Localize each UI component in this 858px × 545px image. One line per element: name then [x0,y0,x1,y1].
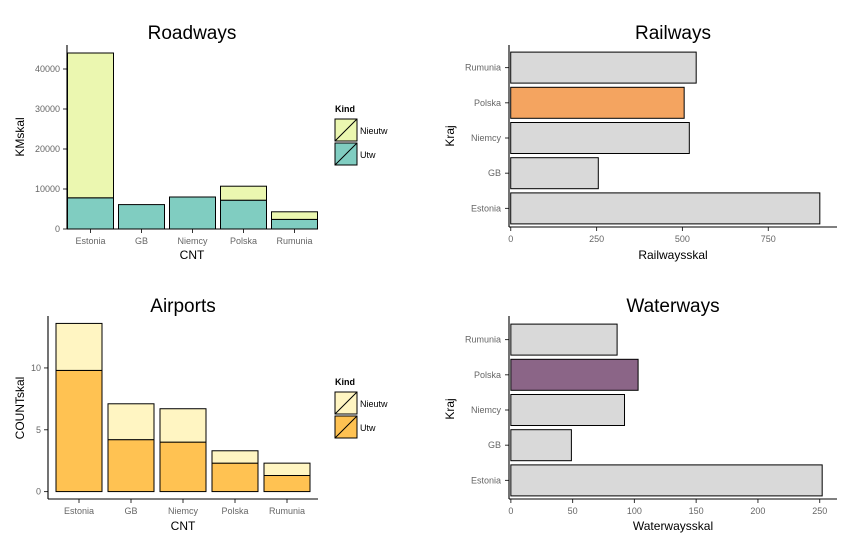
railways-x-tick-label: 250 [589,234,604,244]
airports-bar-rumunia-nieutw [263,462,311,477]
airports-bar-gb-nieutw [107,403,155,441]
airports-bar-rumunia-utw [263,475,311,493]
airports-legend-label: Nieutw [360,399,388,409]
airports-y-axis-label: COUNTskal [13,377,27,440]
airports-legend-key-slash [334,415,358,439]
roadways-x-axis-label: CNT [180,248,205,262]
railways-y-tick-label: Polska [474,98,501,108]
roadways-y-axis-label: KMskal [13,117,27,156]
waterways-x-tick-label: 100 [627,506,642,516]
railways-y-axis-label: Kraj [443,125,457,146]
waterways-y-tick-label: Rumunia [465,335,501,345]
roadways-x-tick-label: Polska [230,236,257,246]
waterways-x-tick-label: 50 [568,506,578,516]
railways-x-tick-label: 750 [761,234,776,244]
railways-bar-estonia [510,192,821,225]
waterways-bar-polska [510,358,639,391]
airports-x-tick-label: GB [124,506,137,516]
waterways-bar-niemcy [510,394,626,426]
airports-y-tick-label: 5 [36,425,41,435]
airports-bar-polska-nieutw [211,450,259,464]
airports-bar-estonia-nieutw [55,322,103,371]
railways-x-tick-label: 500 [675,234,690,244]
railways-x-tick-label: 0 [508,234,513,244]
airports-legend-label: Utw [360,423,376,433]
airports-x-tick-label: Polska [221,506,248,516]
railways-bar-niemcy [510,122,690,154]
roadways-y-tick-label: 40000 [35,64,60,74]
roadways-legend-key-slash [334,142,358,166]
roadways-title: Roadways [148,23,237,44]
roadways-legend-label: Utw [360,150,376,160]
waterways-bar-rumunia [510,323,618,356]
roadways-legend-label: Nieutw [360,126,388,136]
railways-bar-rumunia [510,51,697,84]
airports-y-tick-label: 0 [36,487,41,497]
roadways-bar-polska-nieutw [220,185,267,201]
airports-bar-estonia-utw [55,369,103,493]
roadways-panel: Roadways CNT KMskal Estonia GB Niemcy Polska Ru… [13,23,388,262]
railways-y-tick-label: Estonia [471,203,501,213]
roadways-x-tick-label: GB [135,236,148,246]
roadways-legend: Kind Nieutw Utw [334,104,388,166]
waterways-bar-estonia [510,464,823,497]
roadways-bar-rumunia-nieutw [271,211,318,220]
waterways-x-tick-label: 150 [689,506,704,516]
waterways-bar-gb [510,429,572,462]
roadways-y-tick-label: 30000 [35,104,60,114]
airports-x-tick-label: Estonia [64,506,94,516]
waterways-x-tick-label: 200 [750,506,765,516]
airports-bar-niemcy-utw [159,441,207,493]
railways-x-axis-label: Railwaysskal [638,248,707,262]
airports-x-axis-label: CNT [171,519,196,533]
waterways-title: Waterways [626,296,719,317]
railways-panel: Railways Railwaysskal Kraj Estonia GB Niemcy P… [443,23,837,262]
airports-panel: Airports CNT COUNTskal Estonia GB Niemcy Polsk… [13,296,388,533]
airports-y-tick-label: 10 [31,363,41,373]
airports-bar-polska-utw [211,462,259,493]
waterways-y-axis-label: Kraj [443,398,457,419]
airports-legend-title: Kind [335,377,355,387]
roadways-bar-rumunia-utw [271,218,318,230]
waterways-x-tick-label: 250 [812,506,827,516]
railways-y-tick-label: Rumunia [465,63,501,73]
airports-x-tick-label: Rumunia [269,506,305,516]
waterways-y-tick-label: Estonia [471,475,501,485]
roadways-bar-polska-utw [220,199,267,230]
waterways-x-tick-label: 0 [508,506,513,516]
roadways-y-tick-label: 10000 [35,184,60,194]
railways-y-tick-label: GB [488,168,501,178]
roadways-bar-estonia-nieutw [67,52,114,199]
roadways-bar-gb-utw [118,204,165,230]
airports-x-tick-label: Niemcy [168,506,199,516]
waterways-y-tick-label: GB [488,440,501,450]
railways-y-tick-label: Niemcy [471,133,502,143]
airports-bar-gb-utw [107,439,155,493]
roadways-x-tick-label: Estonia [75,236,105,246]
airports-legend: Kind Nieutw Utw [334,377,388,439]
waterways-panel: Waterways Waterwaysskal Kraj Estonia GB Niemc… [443,296,837,533]
roadways-x-tick-label: Niemcy [177,236,208,246]
roadways-legend-key-slash [334,118,358,142]
roadways-bar-niemcy-utw [169,196,216,230]
roadways-legend-title: Kind [335,104,355,114]
roadways-bar-estonia-utw [67,197,114,230]
roadways-x-tick-label: Rumunia [276,236,312,246]
waterways-y-tick-label: Polska [474,370,501,380]
railways-bar-polska [510,86,685,119]
airports-bar-niemcy-nieutw [159,408,207,443]
waterways-y-tick-label: Niemcy [471,405,502,415]
airports-title: Airports [150,296,215,317]
airports-legend-key-slash [334,391,358,415]
railways-bar-gb [510,157,599,190]
waterways-x-axis-label: Waterwaysskal [633,519,713,533]
railways-title: Railways [635,23,711,44]
roadways-y-tick-label: 0 [55,224,60,234]
roadways-y-tick-label: 20000 [35,144,60,154]
